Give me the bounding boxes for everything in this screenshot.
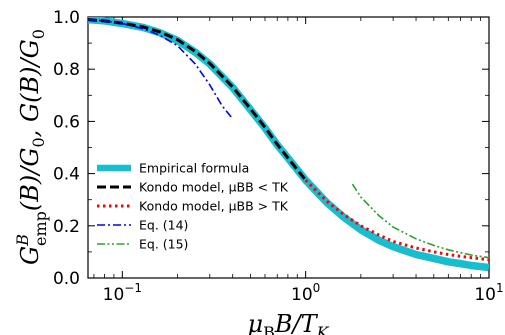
series-layer xyxy=(88,17,489,272)
y-tick-label: 0.4 xyxy=(53,165,80,185)
axis-tick-labels: 0.0 0.2 0.4 0.6 0.8 1.0 10−1 100 101 xyxy=(53,8,504,305)
x-tick-label: 101 xyxy=(474,281,503,305)
x-tick-label: 10−1 xyxy=(103,281,142,305)
legend-label-1: Kondo model, μBB < TK xyxy=(139,180,289,195)
legend-label-2: Kondo model, μBB > TK xyxy=(139,199,289,214)
legend-label-3: Eq. (14) xyxy=(139,218,188,233)
series-line-1 xyxy=(88,18,307,182)
y-tick-label: 0.0 xyxy=(53,269,80,289)
x-tick-label: 100 xyxy=(291,281,320,305)
y-tick-label: 0.8 xyxy=(53,60,80,80)
axis-ticks xyxy=(88,16,490,279)
y-tick-label: 0.2 xyxy=(53,217,80,237)
x-axis-label: μBB/TK xyxy=(247,310,329,335)
legend-label-0: Empirical formula xyxy=(139,161,249,176)
y-axis-label: GBemp(B)/G0, G(B)/G0 xyxy=(13,29,50,265)
series-line-3 xyxy=(88,18,234,120)
y-tick-label: 0.6 xyxy=(53,112,80,132)
y-tick-label: 1.0 xyxy=(53,8,80,28)
legend-label-4: Eq. (15) xyxy=(139,237,188,252)
legend: Empirical formula Kondo model, μBB < TK Ko… xyxy=(97,161,289,252)
series-line-4 xyxy=(351,183,489,259)
